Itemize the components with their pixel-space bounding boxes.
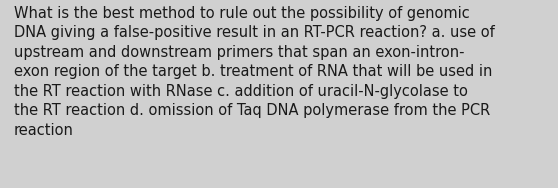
Text: What is the best method to rule out the possibility of genomic
DNA giving a fals: What is the best method to rule out the …: [14, 6, 495, 138]
